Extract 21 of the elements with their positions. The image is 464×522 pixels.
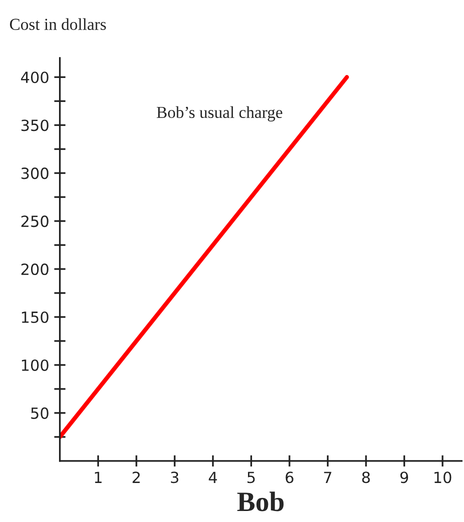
x-tick-label: 1 (94, 472, 102, 483)
y-tick-label: 100 (22, 359, 48, 371)
x-tick-label: 4 (208, 472, 217, 483)
y-tick-label: 150 (22, 311, 48, 324)
y-tick-label: 400 (21, 72, 48, 84)
x-tick-label: 7 (324, 472, 332, 483)
y-tick-label: 300 (21, 168, 48, 180)
x-tick-label: 5 (248, 472, 255, 484)
x-tick-label: 3 (170, 472, 178, 484)
y-tick-label: 250 (21, 216, 48, 228)
annotation: Bob’s usual charge (156, 106, 282, 122)
x-tick-label: 8 (362, 472, 370, 484)
y-tick-label: 350 (21, 120, 48, 132)
x-tick-label: 2 (132, 472, 140, 483)
y-tick-label: 50 (31, 407, 48, 419)
x-tick-label: 9 (400, 472, 408, 484)
x-axis-title: Bob (237, 492, 284, 512)
x-tick-label: 6 (286, 472, 294, 484)
y-tick-label: 200 (21, 263, 48, 276)
y-axis-title: Cost in dollars (10, 18, 106, 30)
x-tick-label: 10 (434, 472, 452, 484)
